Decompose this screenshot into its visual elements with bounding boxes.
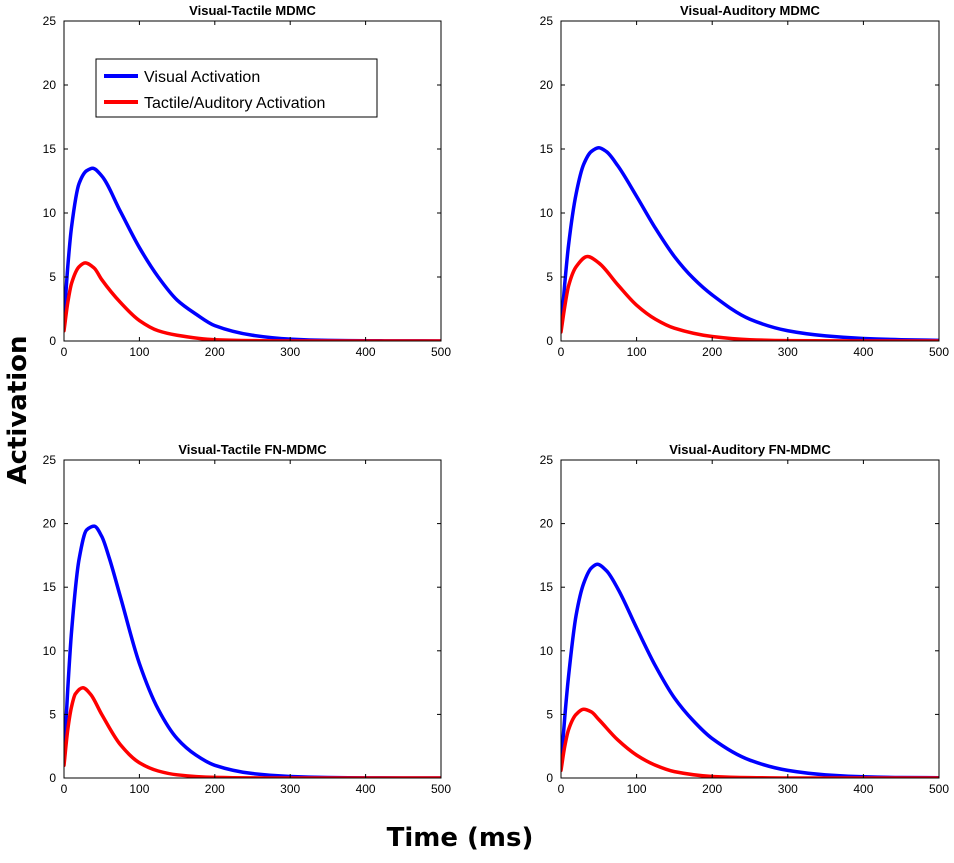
visual-tactile-fn-mdmc-series-group [64,524,441,778]
visual-auditory-fn-mdmc-ytick-label: 15 [540,580,554,594]
visual-auditory-mdmc-xtick-label: 500 [929,345,949,359]
visual-auditory-mdmc-xtick-label: 400 [853,345,873,359]
visual-auditory-fn-mdmc-ytick-label: 10 [540,644,554,658]
visual-tactile-fn-mdmc-xtick-label: 100 [129,782,149,796]
visual-auditory-fn-mdmc-axes-frame [560,459,940,779]
visual-tactile-mdmc-legend: Visual Activation Tactile/Auditory Activa… [95,58,378,118]
visual-tactile-mdmc-series-group [64,166,441,341]
visual-tactile-fn-mdmc-xtick-label: 200 [205,782,225,796]
visual-tactile-mdmc-panel: Visual-Tactile MDMC 0 100 200 300 400 500 0 5 10 1… [43,3,452,359]
visual-auditory-mdmc-xtick-label: 100 [627,345,647,359]
visual-auditory-fn-mdmc-series-group [561,562,939,778]
visual-tactile-fn-mdmc-axes-frame [63,459,442,779]
visual-tactile-mdmc-xtick-label: 200 [205,345,225,359]
visual-auditory-fn-mdmc-ytick-label: 25 [540,453,554,467]
visual-auditory-mdmc-ytick-label: 20 [540,78,554,92]
visual-auditory-fn-mdmc-xtick-label: 400 [853,782,873,796]
visual-auditory-mdmc-xtick-label: 300 [778,345,798,359]
visual-tactile-mdmc-xtick-label: 0 [61,345,68,359]
visual-auditory-fn-mdmc-panel: Visual-Auditory FN-MDMC 0 100 200 300 400 500 0… [540,442,950,796]
visual-tactile-mdmc-ytick-label: 0 [49,334,56,348]
visual-auditory-mdmc-visual-activation-line [561,145,939,341]
visual-auditory-mdmc-panel: Visual-Auditory MDMC 0 100 200 300 400 500 0 5 10… [540,3,950,359]
visual-tactile-fn-mdmc-panel: Visual-Tactile FN-MDMC 0 100 200 300 400 500 0 5… [43,442,452,796]
visual-tactile-fn-mdmc-ytick-label: 0 [49,771,56,785]
visual-auditory-mdmc-ytick-label: 25 [540,14,554,28]
visual-auditory-mdmc-tactile-auditory-activation-line [561,254,939,341]
figure-ylabel: Activation [3,335,33,484]
visual-auditory-fn-mdmc-tactile-auditory-activation-line [561,707,939,778]
legend-tactile-auditory-label: Tactile/Auditory Activation [144,95,325,112]
visual-auditory-fn-mdmc-ytick-label: 0 [546,771,553,785]
visual-tactile-fn-mdmc-xtick-label: 300 [280,782,300,796]
visual-tactile-mdmc-ytick-label: 15 [43,142,57,156]
visual-tactile-fn-mdmc-xtick-label: 500 [431,782,451,796]
visual-tactile-fn-mdmc-ytick-label: 5 [49,707,56,721]
visual-auditory-mdmc-xtick-label: 200 [702,345,722,359]
visual-tactile-fn-mdmc-visual-activation-line [64,524,441,778]
visual-auditory-mdmc-ytick-label: 15 [540,142,554,156]
visual-tactile-mdmc-title: Visual-Tactile MDMC [189,3,316,18]
visual-tactile-fn-mdmc-xtick-label: 0 [61,782,68,796]
visual-tactile-mdmc-ytick-label: 20 [43,78,57,92]
visual-auditory-mdmc-ytick-label: 0 [546,334,553,348]
visual-tactile-mdmc-xtick-label: 500 [431,345,451,359]
legend-box [95,58,378,118]
visual-tactile-mdmc-ytick-label: 5 [49,270,56,284]
visual-tactile-fn-mdmc-tactile-auditory-activation-line [64,685,441,778]
visual-auditory-fn-mdmc-xtick-label: 300 [778,782,798,796]
visual-auditory-mdmc-ytick-label: 10 [540,206,554,220]
visual-auditory-fn-mdmc-ytick-label: 5 [546,707,553,721]
visual-tactile-fn-mdmc-ytick-label: 10 [43,644,57,658]
visual-tactile-mdmc-axes-frame [63,20,442,342]
visual-auditory-fn-mdmc-xtick-label: 0 [558,782,565,796]
visual-auditory-mdmc-axes-frame [560,20,940,342]
visual-tactile-mdmc-tactile-auditory-activation-line [64,261,441,341]
visual-tactile-mdmc-visual-activation-line [64,166,441,341]
legend-visual-label: Visual Activation [144,69,260,86]
visual-tactile-mdmc-ytick-label: 10 [43,206,57,220]
visual-auditory-mdmc-series-group [561,145,939,341]
visual-tactile-fn-mdmc-title: Visual-Tactile FN-MDMC [178,442,327,457]
visual-tactile-mdmc-xtick-label: 100 [129,345,149,359]
visual-auditory-fn-mdmc-ytick-label: 20 [540,517,554,531]
visual-tactile-fn-mdmc-ytick-label: 25 [43,453,57,467]
visual-tactile-mdmc-ytick-label: 25 [43,14,57,28]
visual-auditory-fn-mdmc-visual-activation-line [561,562,939,778]
visual-tactile-fn-mdmc-ytick-label: 20 [43,517,57,531]
visual-auditory-mdmc-ytick-label: 5 [546,270,553,284]
visual-auditory-fn-mdmc-xtick-label: 500 [929,782,949,796]
visual-tactile-fn-mdmc-xtick-label: 400 [356,782,376,796]
visual-auditory-fn-mdmc-title: Visual-Auditory FN-MDMC [669,442,831,457]
visual-auditory-fn-mdmc-xtick-label: 200 [702,782,722,796]
visual-auditory-mdmc-xtick-label: 0 [558,345,565,359]
visual-auditory-mdmc-title: Visual-Auditory MDMC [680,3,820,18]
visual-tactile-fn-mdmc-ytick-label: 15 [43,580,57,594]
visual-tactile-mdmc-xtick-label: 400 [356,345,376,359]
figure-xlabel: Time (ms) [387,823,534,853]
visual-tactile-mdmc-xtick-label: 300 [280,345,300,359]
visual-auditory-fn-mdmc-xtick-label: 100 [627,782,647,796]
